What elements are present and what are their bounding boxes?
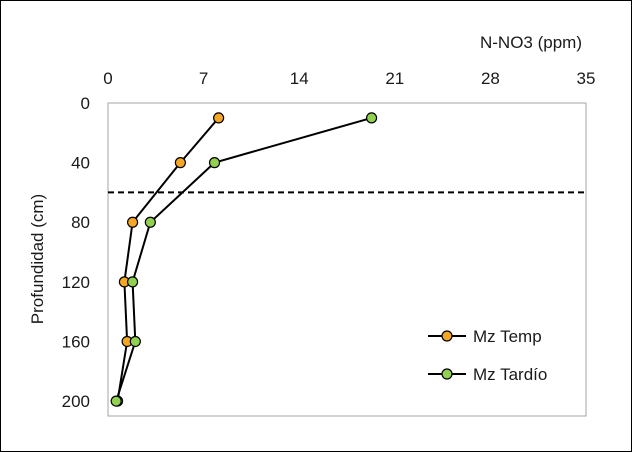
data-point <box>208 157 221 169</box>
series-line <box>115 116 372 402</box>
legend-item: Mz Temp <box>428 327 542 346</box>
x-tick-label: 35 <box>577 69 596 88</box>
x-tick-label: 28 <box>481 69 500 88</box>
y-tick-label: 200 <box>62 392 90 411</box>
y-tick-label: 160 <box>62 332 90 351</box>
data-point <box>365 112 378 124</box>
legend: Mz Temp Mz Tardío <box>428 327 547 384</box>
data-point <box>110 395 122 407</box>
y-tick-label: 120 <box>62 273 90 292</box>
y-tick-label: 80 <box>71 213 90 232</box>
y-tick-label: 0 <box>81 94 90 113</box>
series-2 <box>110 112 378 407</box>
x-axis-title: N-NO3 (ppm) <box>480 33 582 52</box>
plot-area <box>107 102 587 417</box>
legend-label: Mz Tardío <box>473 365 547 384</box>
x-tick-label: 14 <box>290 69 309 88</box>
x-tick-label: 7 <box>199 69 208 88</box>
data-point <box>144 216 156 228</box>
data-point <box>129 335 141 348</box>
legend-item: Mz Tardío <box>428 365 547 384</box>
y-tick-labels: 0 40 80 120 160 200 <box>62 94 90 411</box>
y-tick-label: 40 <box>71 154 90 173</box>
series-layer <box>110 112 378 407</box>
y-axis-title: Profundidad (cm) <box>28 194 47 324</box>
legend-label: Mz Temp <box>473 327 542 346</box>
data-point <box>126 276 139 288</box>
data-point <box>174 157 186 169</box>
x-tick-label: 0 <box>103 69 112 88</box>
data-point <box>126 216 139 228</box>
x-tick-labels: 0 7 14 21 28 35 <box>103 69 595 88</box>
legend-marker <box>441 368 453 380</box>
series-line <box>116 117 220 402</box>
x-tick-label: 21 <box>385 69 404 88</box>
data-point <box>213 112 225 124</box>
legend-marker <box>441 330 453 342</box>
